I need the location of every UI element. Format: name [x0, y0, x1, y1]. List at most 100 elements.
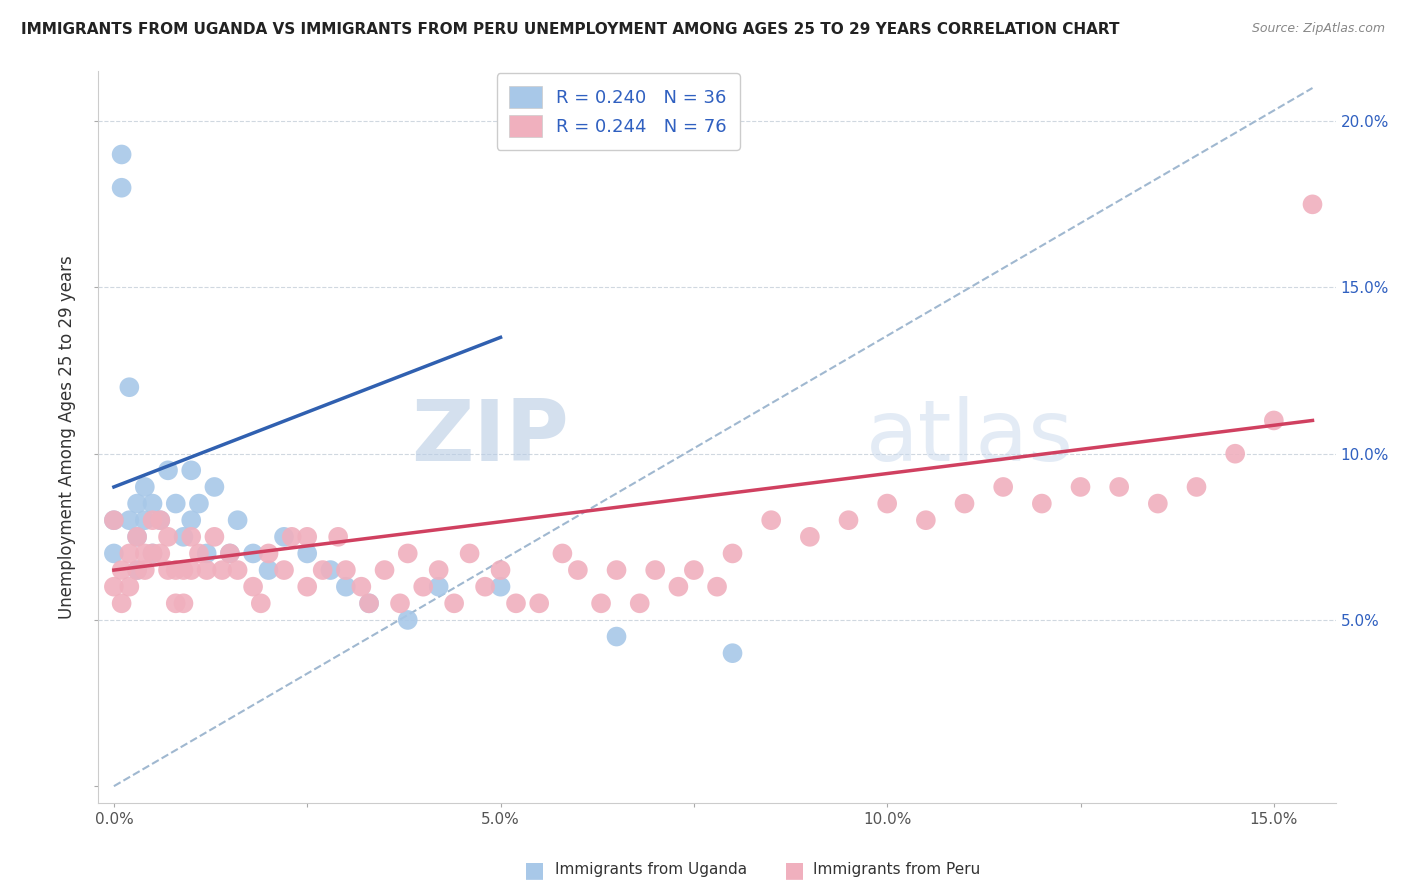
Point — [141, 546, 165, 560]
Point — [374, 563, 396, 577]
Point — [165, 596, 187, 610]
Point — [914, 513, 936, 527]
Point — [141, 513, 165, 527]
Point — [529, 596, 551, 610]
Point — [118, 380, 141, 394]
Point — [134, 480, 156, 494]
Point — [257, 546, 280, 560]
Point — [273, 530, 295, 544]
Point — [1263, 413, 1285, 427]
Point — [211, 563, 233, 577]
Point — [141, 497, 165, 511]
Point — [134, 563, 156, 577]
Point — [188, 546, 211, 560]
Point — [118, 546, 141, 560]
Point — [606, 630, 628, 644]
Point — [127, 530, 149, 544]
Point — [257, 563, 280, 577]
Point — [505, 596, 527, 610]
Point — [412, 580, 434, 594]
Point — [180, 530, 202, 544]
Point — [396, 546, 419, 560]
Text: Immigrants from Peru: Immigrants from Peru — [813, 863, 980, 877]
Point — [111, 180, 134, 194]
Point — [1031, 497, 1053, 511]
Point — [195, 563, 218, 577]
Point — [118, 513, 141, 527]
Point — [127, 563, 149, 577]
Point — [388, 596, 412, 610]
Point — [474, 580, 496, 594]
Point — [204, 530, 226, 544]
Point — [172, 596, 194, 610]
Point — [134, 546, 156, 560]
Legend: R = 0.240   N = 36, R = 0.244   N = 76: R = 0.240 N = 36, R = 0.244 N = 76 — [496, 73, 740, 150]
Text: Source: ZipAtlas.com: Source: ZipAtlas.com — [1251, 22, 1385, 36]
Point — [219, 546, 242, 560]
Point — [953, 497, 976, 511]
Point — [165, 563, 187, 577]
Point — [1147, 497, 1170, 511]
Point — [149, 513, 172, 527]
Point — [1069, 480, 1091, 494]
Point — [706, 580, 728, 594]
Point — [149, 546, 172, 560]
Point — [683, 563, 706, 577]
Point — [335, 580, 357, 594]
Point — [242, 580, 264, 594]
Point — [118, 580, 141, 594]
Point — [443, 596, 465, 610]
Point — [103, 513, 125, 527]
Point — [127, 497, 149, 511]
Point — [993, 480, 1015, 494]
Point — [127, 530, 149, 544]
Point — [103, 513, 125, 527]
Point — [180, 513, 202, 527]
Point — [628, 596, 651, 610]
Point — [427, 563, 450, 577]
Point — [172, 530, 194, 544]
Point — [141, 546, 165, 560]
Point — [644, 563, 666, 577]
Point — [111, 596, 134, 610]
Text: ■: ■ — [524, 860, 544, 880]
Point — [489, 563, 512, 577]
Point — [489, 580, 512, 594]
Point — [666, 580, 689, 594]
Point — [335, 563, 357, 577]
Point — [165, 497, 187, 511]
Point — [250, 596, 273, 610]
Text: ZIP: ZIP — [411, 395, 568, 479]
Point — [281, 530, 304, 544]
Point — [838, 513, 860, 527]
Point — [188, 497, 211, 511]
Point — [359, 596, 381, 610]
Point — [226, 563, 249, 577]
Point — [195, 546, 218, 560]
Point — [111, 563, 134, 577]
Point — [876, 497, 898, 511]
Point — [761, 513, 783, 527]
Point — [127, 563, 149, 577]
Point — [1223, 447, 1246, 461]
Point — [226, 513, 249, 527]
Y-axis label: Unemployment Among Ages 25 to 29 years: Unemployment Among Ages 25 to 29 years — [58, 255, 76, 619]
Point — [606, 563, 628, 577]
Point — [591, 596, 613, 610]
Point — [219, 546, 242, 560]
Text: ■: ■ — [785, 860, 804, 880]
Point — [326, 530, 350, 544]
Point — [721, 646, 744, 660]
Point — [1185, 480, 1208, 494]
Text: atlas: atlas — [866, 395, 1074, 479]
Text: Immigrants from Uganda: Immigrants from Uganda — [555, 863, 748, 877]
Point — [551, 546, 574, 560]
Point — [297, 546, 319, 560]
Point — [273, 563, 295, 577]
Point — [721, 546, 744, 560]
Point — [1302, 197, 1324, 211]
Point — [567, 563, 589, 577]
Point — [103, 546, 125, 560]
Point — [103, 580, 125, 594]
Point — [297, 530, 319, 544]
